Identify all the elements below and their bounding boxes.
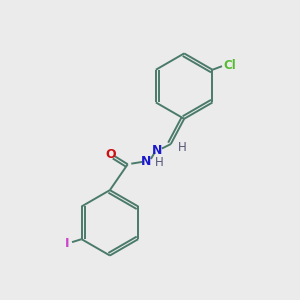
- Text: Cl: Cl: [224, 59, 236, 72]
- Text: H: H: [178, 140, 187, 154]
- Text: N: N: [152, 143, 163, 157]
- Text: N: N: [141, 155, 151, 168]
- Text: H: H: [154, 156, 163, 169]
- Text: I: I: [64, 236, 69, 250]
- Text: O: O: [106, 148, 116, 161]
